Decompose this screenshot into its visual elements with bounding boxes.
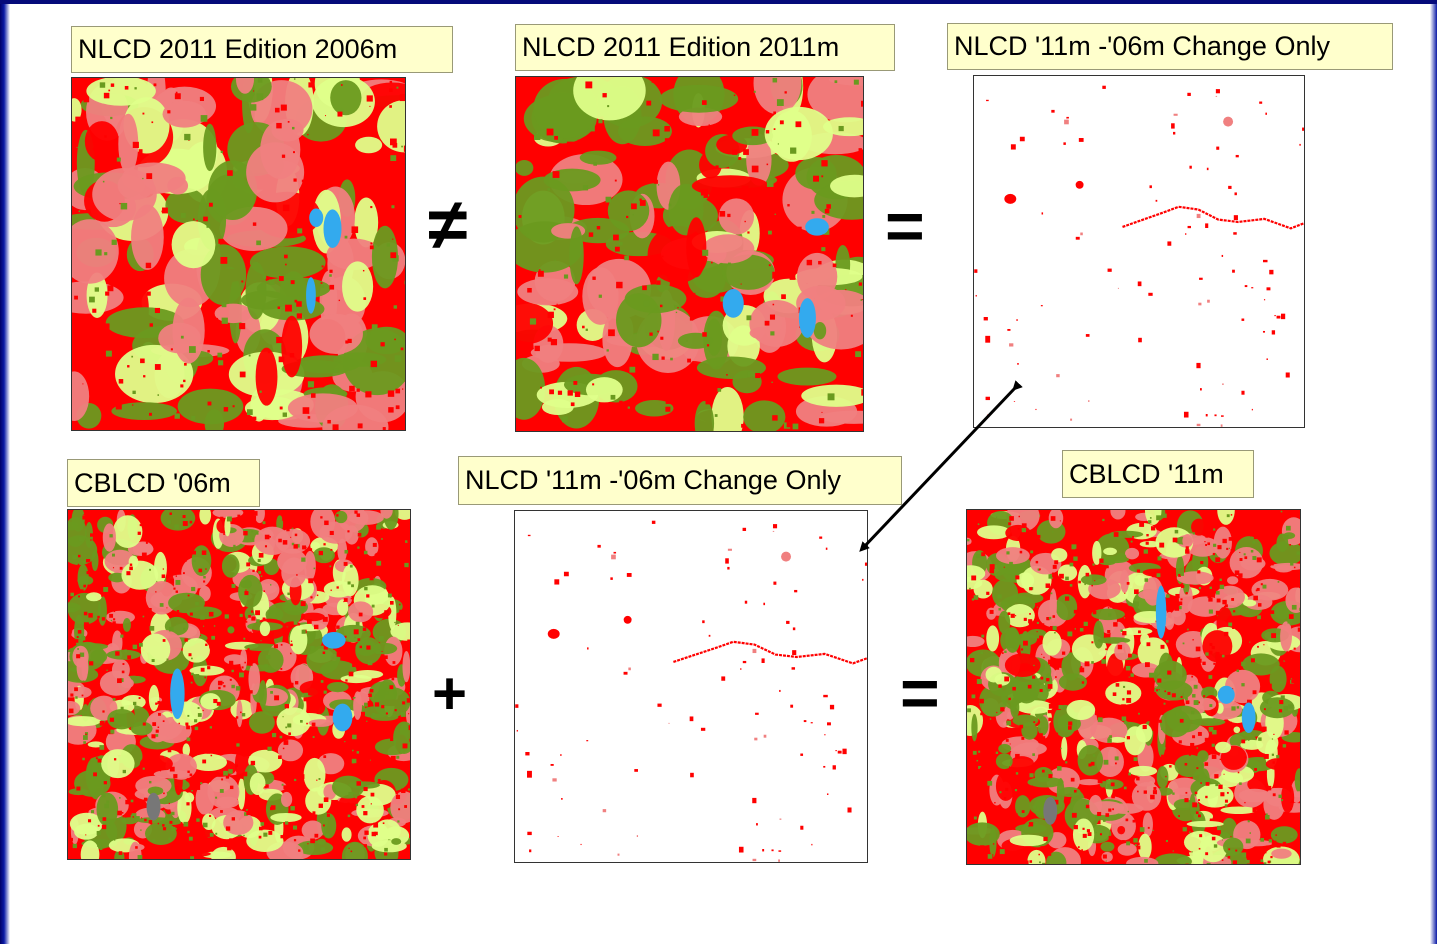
not-equal-sign: ≠ (428, 189, 468, 261)
label-change-only-bottom: NLCD '11m -'06m Change Only (458, 456, 902, 505)
map-change-only-bottom (514, 510, 868, 863)
label-cblcd-06m: CBLCD '06m (67, 459, 260, 507)
label-change-only-top: NLCD '11m -'06m Change Only (947, 23, 1393, 70)
map-nlcd-2006m (71, 77, 406, 431)
map-cblcd-11m (966, 509, 1301, 865)
equals-sign-top: = (885, 192, 925, 260)
map-cblcd-06m (67, 509, 411, 860)
plus-sign: + (432, 664, 467, 724)
label-nlcd-2006m: NLCD 2011 Edition 2006m (71, 26, 453, 73)
label-nlcd-2011m: NLCD 2011 Edition 2011m (515, 24, 895, 71)
label-cblcd-11m: CBLCD '11m (1062, 450, 1254, 498)
equals-sign-bottom: = (900, 659, 940, 727)
map-nlcd-2011m (515, 76, 864, 432)
map-change-only-top (973, 75, 1305, 428)
